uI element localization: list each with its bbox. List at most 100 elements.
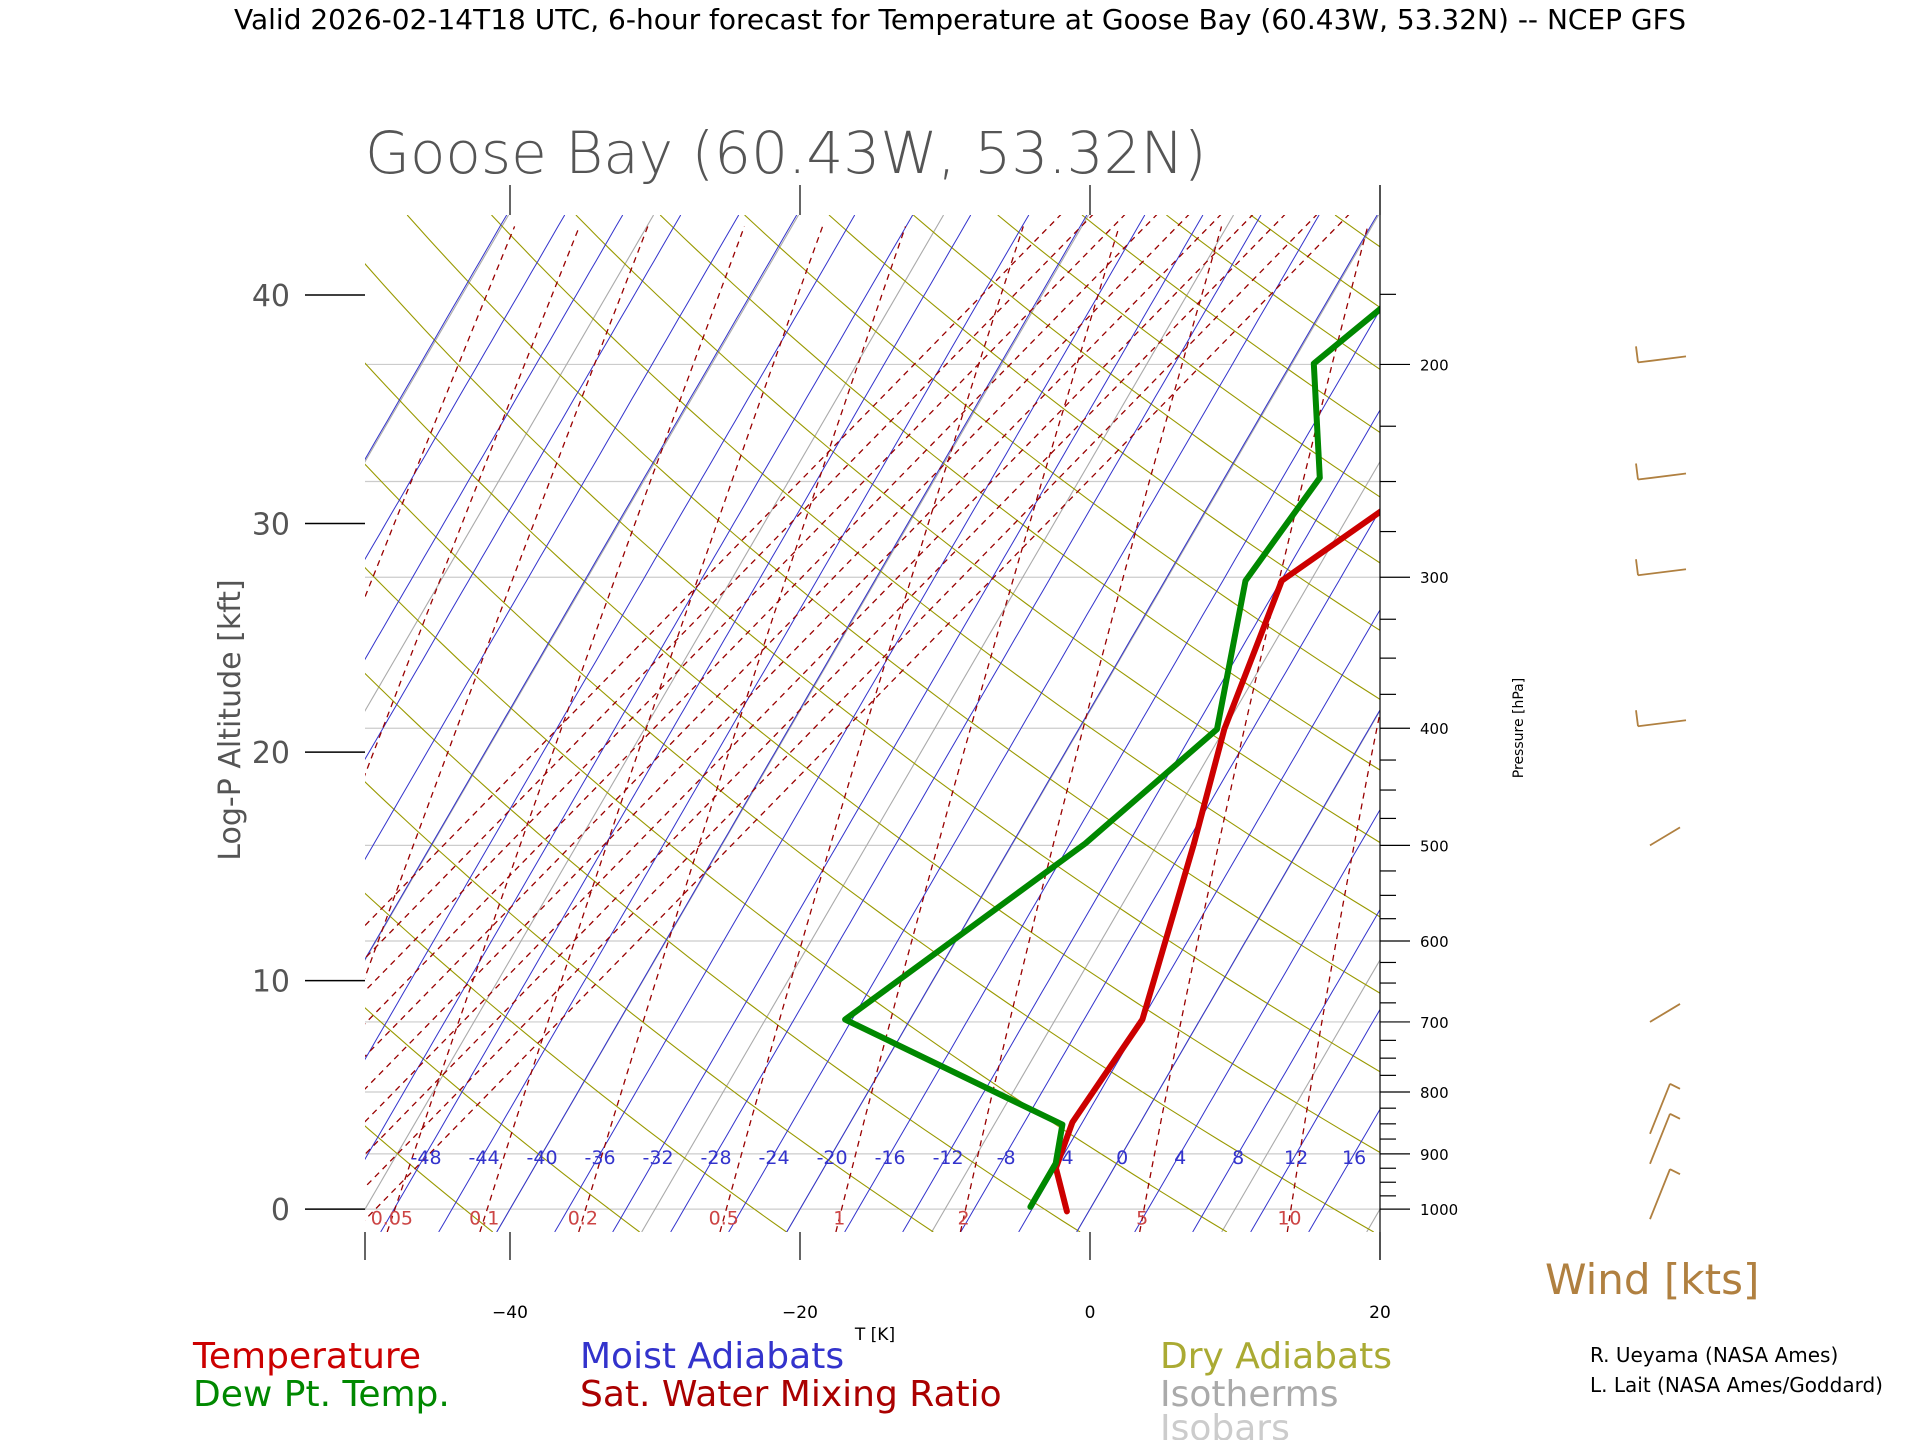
mixing-ratio-line bbox=[578, 226, 907, 1232]
moist-adiabat-label: 12 bbox=[1284, 1147, 1308, 1169]
legend-isobars: Isobars bbox=[1160, 1408, 1290, 1440]
moist-adiabat-label: -24 bbox=[759, 1147, 790, 1169]
moist-adiabat-line bbox=[365, 215, 624, 661]
dry-adiabat-line bbox=[1166, 215, 1380, 371]
wind-barb-staff bbox=[1649, 1083, 1671, 1135]
dry-adiabat-line bbox=[0, 215, 346, 1232]
isotherm-line bbox=[365, 215, 800, 962]
wind-barb-feather bbox=[1669, 1083, 1681, 1090]
moist-adiabat-label: -40 bbox=[527, 1147, 558, 1169]
mixing-ratio-line bbox=[365, 215, 1158, 1025]
profile-series bbox=[842, 305, 1380, 1215]
y-tick-label: 10 bbox=[252, 965, 290, 1000]
legend-moist-adiabats: Moist Adiabats bbox=[580, 1336, 844, 1377]
mixing-ratio-line bbox=[365, 215, 1254, 1123]
moist-adiabat-line bbox=[1308, 1108, 1380, 1232]
dewpoint-line bbox=[842, 305, 1380, 1210]
dry-adiabat-line bbox=[912, 215, 1380, 564]
dry-adiabat-line bbox=[997, 215, 1380, 498]
legend-mixing-ratio: Sat. Water Mixing Ratio bbox=[580, 1374, 1002, 1415]
mixing-ratio-label: 0.05 bbox=[371, 1207, 413, 1229]
moist-adiabat-label: -20 bbox=[817, 1147, 848, 1169]
isotherm-line bbox=[0, 215, 74, 1232]
x-tick-label: −20 bbox=[782, 1303, 818, 1323]
moist-adiabat-line bbox=[670, 215, 1262, 1232]
moist-adiabat-label: 8 bbox=[1232, 1147, 1244, 1169]
pressure-tick-label: 700 bbox=[1420, 1014, 1449, 1032]
y-tick-label: 0 bbox=[271, 1193, 290, 1228]
wind-barb-feather bbox=[1669, 1168, 1681, 1175]
mixing-ratio-line bbox=[835, 226, 1120, 1232]
isotherm-line bbox=[1366, 1208, 1380, 1232]
moist-adiabat-line bbox=[844, 309, 1380, 1232]
moist-adiabat-line bbox=[365, 215, 682, 761]
mixing-ratio-line bbox=[365, 226, 516, 599]
wind-barb-staff bbox=[1649, 826, 1681, 847]
y2-axis-label: Pressure [hPa] bbox=[1511, 678, 1527, 778]
moist-adiabat-line bbox=[1250, 1008, 1380, 1232]
dry-adiabat-line bbox=[491, 215, 1380, 918]
moist-adiabat-label: -44 bbox=[469, 1147, 500, 1169]
credit-line-2: L. Lait (NASA Ames/Goddard) bbox=[1590, 1373, 1883, 1397]
dry-adiabat-line bbox=[1081, 215, 1380, 434]
moist-adiabat-label: -16 bbox=[875, 1147, 906, 1169]
dry-adiabat-line bbox=[365, 672, 1081, 1232]
dry-adiabat-line bbox=[1504, 215, 1920, 1232]
moist-adiabat-line bbox=[902, 409, 1380, 1232]
mixing-ratio-label: 0.2 bbox=[568, 1207, 598, 1229]
moist-adiabat-label: -32 bbox=[643, 1147, 674, 1169]
y-axis-label: Log-P Altitude [kft] bbox=[213, 579, 248, 860]
wind-barb-flag bbox=[1635, 559, 1639, 576]
moist-adiabat-label: -48 bbox=[411, 1147, 442, 1169]
mixing-ratio-line bbox=[959, 226, 1223, 1232]
dry-adiabat-line bbox=[365, 263, 1380, 1073]
isotherm-line bbox=[1512, 215, 1920, 1232]
wind-barbs bbox=[1635, 346, 1687, 1220]
moist-adiabat-label: -8 bbox=[997, 1147, 1016, 1169]
moist-adiabat-line bbox=[380, 215, 972, 1232]
background-grid bbox=[0, 215, 1920, 1232]
isotherm-line bbox=[641, 215, 1235, 1232]
legend-isotherms: Isotherms bbox=[1160, 1374, 1338, 1415]
dry-adiabat-line bbox=[365, 1007, 640, 1232]
moist-adiabat-line bbox=[365, 215, 740, 861]
mixing-ratio-line bbox=[365, 215, 1190, 1058]
isotherm-line bbox=[1221, 958, 1380, 1232]
x-tick-label: −40 bbox=[492, 1303, 528, 1323]
mixing-ratio-label: 0.5 bbox=[709, 1207, 739, 1229]
legend-temperature: Temperature bbox=[192, 1336, 421, 1377]
credit-line-1: R. Ueyama (NASA Ames) bbox=[1590, 1343, 1838, 1367]
wind-label: Wind [kts] bbox=[1545, 1255, 1759, 1304]
mixing-ratio-line bbox=[1286, 709, 1380, 1232]
pressure-tick-label: 200 bbox=[1420, 356, 1449, 374]
dry-adiabat-line bbox=[365, 781, 934, 1232]
isotherm-line bbox=[0, 215, 364, 1232]
wind-barb-staff bbox=[1649, 1003, 1681, 1023]
grid-labels: -48 -44 -40 -36 -32 -28 -24 -20 -16 -12 -8 -4 0 4 8 12 1… bbox=[371, 1147, 1367, 1229]
mixing-ratio-line bbox=[365, 215, 1318, 1188]
mixing-ratio-line bbox=[1139, 226, 1369, 1232]
moist-adiabat-label: -28 bbox=[701, 1147, 732, 1169]
dry-adiabat-line bbox=[744, 215, 1380, 701]
mixing-ratio-line bbox=[719, 226, 1024, 1232]
moist-adiabat-line bbox=[612, 215, 1204, 1232]
pressure-tick-label: 800 bbox=[1420, 1084, 1449, 1102]
x-tick-label: 20 bbox=[1369, 1303, 1391, 1323]
moist-adiabat-label: -36 bbox=[585, 1147, 616, 1169]
moist-adiabat-line bbox=[554, 215, 1146, 1232]
dry-adiabat-line bbox=[365, 566, 1228, 1232]
wind-barb-flag bbox=[1635, 346, 1639, 363]
wind-barb-flag bbox=[1635, 463, 1639, 480]
pressure-tick-label: 1000 bbox=[1420, 1201, 1458, 1219]
mixing-ratio-label: 10 bbox=[1277, 1207, 1301, 1229]
pressure-tick-label: 900 bbox=[1420, 1146, 1449, 1164]
mixing-ratio-line bbox=[365, 215, 1126, 992]
dry-adiabat-line bbox=[1250, 215, 1380, 309]
moist-adiabat-line bbox=[496, 215, 1088, 1232]
moist-adiabat-line bbox=[365, 215, 566, 561]
wind-barb-staff bbox=[1649, 1113, 1671, 1165]
moist-adiabat-line bbox=[1076, 708, 1380, 1232]
isotherm-line bbox=[365, 215, 510, 463]
dry-adiabat-line bbox=[365, 892, 787, 1232]
